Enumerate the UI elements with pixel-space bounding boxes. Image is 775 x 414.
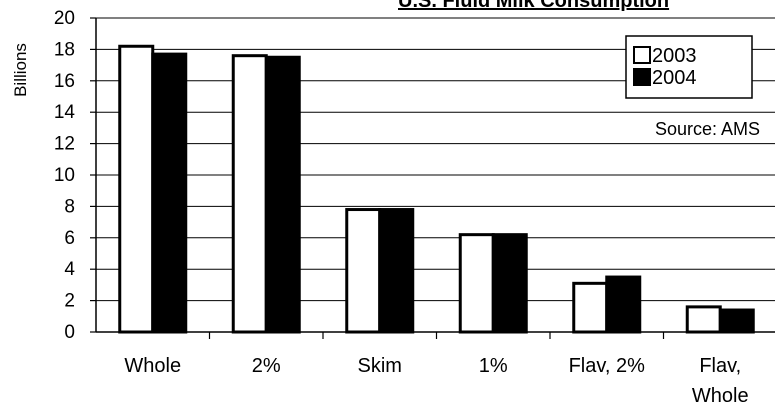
bar-2003-5: [685, 305, 722, 334]
bar-2004-4: [605, 275, 642, 334]
bar-2003-4: [572, 281, 609, 334]
y-tick-label: 14: [54, 102, 76, 123]
y-tick-label: 12: [54, 134, 75, 155]
y-tick-label: 8: [64, 196, 75, 217]
legend-swatch-2004: [633, 68, 651, 86]
x-category-label: Whole: [124, 355, 181, 377]
bar-2003-3: [458, 233, 495, 334]
grid-lines: [96, 17, 775, 302]
y-tick-label: 0: [64, 322, 75, 343]
bar-2004-3: [491, 233, 528, 334]
y-tick-label: 16: [54, 71, 75, 92]
y-tick-label: 4: [64, 259, 75, 280]
y-tick-labels: 0 2 4 6 8 10 12 14 16 18 20: [54, 8, 76, 343]
legend-label-2003: 2003: [652, 45, 697, 67]
y-tick-label: 10: [54, 165, 75, 186]
source-annotation: Source: AMS: [655, 119, 760, 139]
y-tick-label: 18: [54, 39, 75, 60]
legend-label-2004: 2004: [652, 67, 697, 89]
y-axis-label: Billions: [11, 43, 30, 97]
x-category-label: Flav, 2%: [569, 355, 646, 377]
y-tick-label: 6: [64, 228, 75, 249]
bar-2004-5: [718, 308, 755, 334]
x-category-label: Flav,: [699, 355, 741, 377]
bar-2004-2: [378, 208, 415, 334]
axes: [90, 17, 775, 339]
y-tick-label: 2: [64, 291, 75, 312]
x-category-label: Whole: [692, 385, 749, 407]
x-category-label: 2%: [252, 355, 281, 377]
x-category-label: Skim: [358, 355, 402, 377]
y-tick-label: 20: [54, 8, 75, 29]
bar-2004-0: [151, 52, 188, 334]
x-category-labels: Whole 2% Skim 1% Flav, 2% Flav, Whole: [124, 355, 748, 407]
bar-2004-1: [264, 55, 301, 334]
bar-2003-0: [118, 44, 155, 334]
bar-2003-2: [345, 208, 382, 334]
bar-2003-1: [231, 54, 268, 334]
chart-title: U.S. Fluid Milk Consumption: [398, 0, 669, 12]
legend-swatch-2003: [633, 46, 651, 64]
legend: 2003 2004: [625, 35, 753, 99]
x-category-label: 1%: [479, 355, 508, 377]
